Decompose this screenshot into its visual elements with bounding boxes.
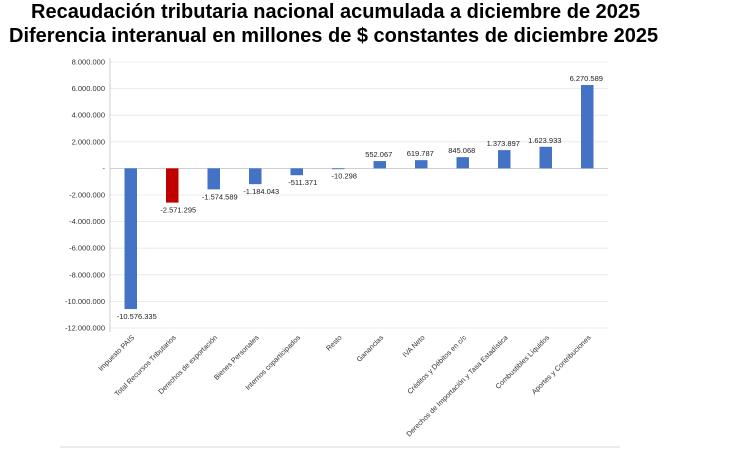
y-tick-label: 4.000.000 bbox=[72, 111, 105, 120]
bar bbox=[415, 160, 428, 169]
y-tick-label: - bbox=[103, 164, 106, 173]
data-label: 1.373.897 bbox=[487, 139, 520, 148]
data-label: -511.371 bbox=[288, 178, 317, 187]
bars bbox=[124, 85, 594, 310]
data-labels: -10.576.335 -2.571.295 -1.574.589 -1.184.04… bbox=[117, 74, 603, 321]
data-label: -10.298 bbox=[332, 172, 357, 181]
bar bbox=[207, 168, 220, 190]
y-tick-label: -4.000.000 bbox=[69, 217, 105, 226]
bar bbox=[290, 168, 303, 176]
data-label: 619.787 bbox=[407, 149, 434, 158]
y-tick-label: -2.000.000 bbox=[69, 191, 105, 200]
data-label: 552.067 bbox=[365, 150, 392, 159]
bar bbox=[249, 168, 262, 185]
category-label: IVA Neto bbox=[401, 333, 427, 359]
data-label: -10.576.335 bbox=[117, 312, 157, 321]
bar bbox=[124, 168, 137, 310]
title-line-1: Recaudación tributaria nacional acumulad… bbox=[31, 1, 641, 23]
bar bbox=[332, 168, 345, 170]
data-label: -1.184.043 bbox=[243, 187, 279, 196]
y-tick-label: -10.000.000 bbox=[65, 297, 105, 306]
y-tick-label: 2.000.000 bbox=[72, 137, 105, 146]
y-tick-label: -6.000.000 bbox=[69, 244, 105, 253]
category-label: Impuesto PAIS bbox=[96, 333, 136, 373]
y-tick-label: -8.000.000 bbox=[69, 270, 105, 279]
data-label: 6.270.589 bbox=[570, 74, 603, 83]
category-label: Ganancias bbox=[354, 333, 385, 364]
data-label: -1.574.589 bbox=[202, 192, 238, 201]
gridlines bbox=[110, 61, 608, 329]
title-line-2: Diferencia interanual en millones de $ c… bbox=[9, 25, 659, 47]
y-tick-label: 6.000.000 bbox=[72, 84, 105, 93]
data-label: 1.623.933 bbox=[528, 136, 561, 145]
bar bbox=[498, 150, 511, 169]
y-tick-label: 8.000.000 bbox=[72, 58, 105, 67]
bar bbox=[456, 157, 469, 169]
bar bbox=[539, 146, 552, 169]
bar bbox=[166, 168, 179, 203]
y-tick-label: -12.000.000 bbox=[65, 324, 105, 333]
chart-title: Recaudación tributaria nacional acumulad… bbox=[0, 0, 730, 48]
category-label: Resto bbox=[324, 333, 344, 353]
bar bbox=[581, 85, 594, 169]
data-label: -2.571.295 bbox=[160, 206, 196, 215]
data-label: 845.068 bbox=[448, 146, 475, 155]
bar bbox=[373, 161, 386, 169]
axes: 8.000.000 6.000.000 4.000.000 2.000.000 - -2.… bbox=[60, 58, 620, 448]
